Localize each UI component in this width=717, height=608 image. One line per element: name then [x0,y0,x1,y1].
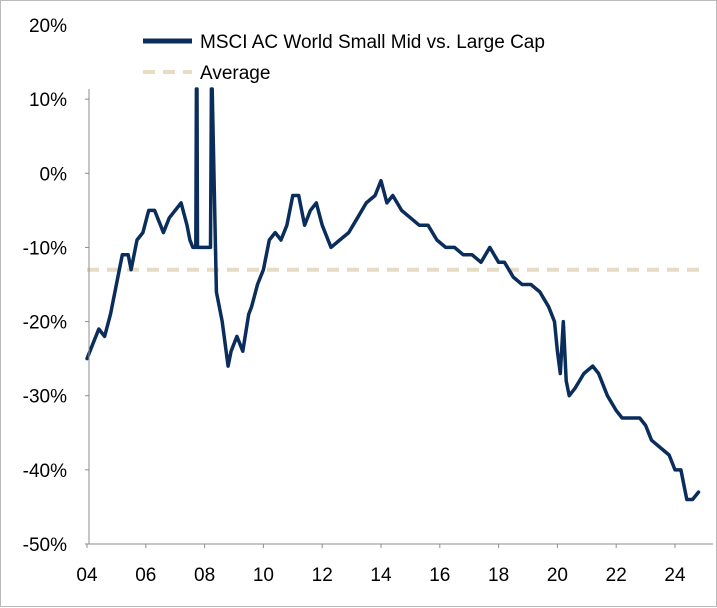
small-mid-vs-large-cap-series-line [85,87,701,502]
y-tick-label: -40% [23,461,67,482]
x-tick-label: 06 [135,565,156,586]
tick-label-layer: 20% 10% 0% -10% -20% -30% -40% -50% 04 06 08 10 12 14… [23,16,686,586]
y-tick-label: -10% [23,238,67,259]
x-tick-label: 18 [488,565,509,586]
x-tick-label: 12 [312,565,333,586]
x-tick-label: 08 [194,565,215,586]
y-tick-label: -50% [23,535,67,556]
legend-label-average: Average [200,63,270,84]
legend: MSCI AC World Small Mid vs. Large Cap Ave… [143,32,545,84]
x-tick-label: 14 [370,565,392,586]
x-tick-label: 22 [606,565,627,586]
y-tick-label: -30% [23,387,67,408]
y-tick-label: -20% [23,313,67,334]
y-tick-label: 20% [29,16,67,37]
y-tick-label: 0% [40,164,68,185]
x-tick-label: 16 [429,565,450,586]
x-tick-label: 10 [253,565,274,586]
x-tick-label: 04 [76,565,98,586]
x-tick-label: 20 [547,565,568,586]
x-tick-label: 24 [664,565,686,586]
axis-layer [85,89,713,548]
legend-label-series: MSCI AC World Small Mid vs. Large Cap [200,32,545,53]
y-tick-label: 10% [29,90,67,111]
series-line-layer [85,87,701,502]
